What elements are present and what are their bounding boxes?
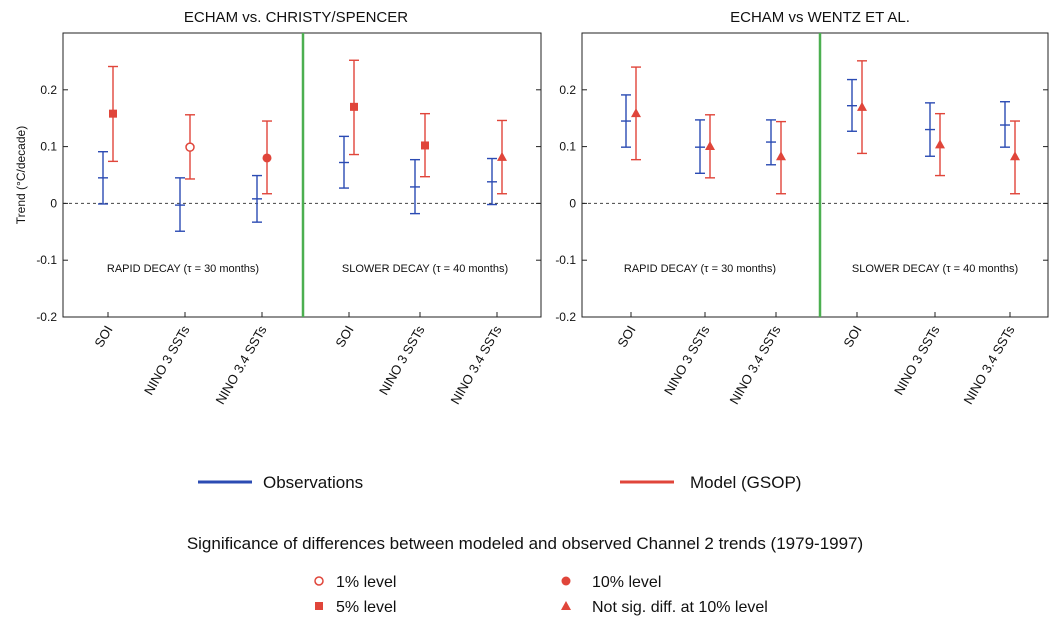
x-tick-label: NINO 3 SSTs xyxy=(376,323,428,398)
model-errorbar xyxy=(857,60,867,155)
model-errorbar xyxy=(349,59,359,156)
model-errorbar xyxy=(935,112,945,177)
group-label-slower: SLOWER DECAY (τ = 40 months) xyxy=(852,263,1018,275)
observation-errorbar xyxy=(252,174,262,223)
x-tick-label: NINO 3.4 SSTs xyxy=(727,323,784,407)
open-circle-marker xyxy=(185,142,195,152)
square-marker-icon xyxy=(315,602,323,610)
observation-errorbar xyxy=(487,157,497,206)
observation-errorbar xyxy=(621,94,631,148)
observation-errorbar xyxy=(695,119,705,174)
observation-errorbar xyxy=(925,102,935,157)
model-errorbar xyxy=(631,66,641,161)
y-tick-label: 0.1 xyxy=(559,140,576,154)
observation-errorbar xyxy=(339,135,349,189)
x-tick-label: SOI xyxy=(840,323,864,350)
triangle-marker xyxy=(705,141,715,151)
open-circle-marker-icon xyxy=(314,576,324,586)
y-tick-label: -0.2 xyxy=(555,310,576,324)
model-errorbar xyxy=(185,114,195,180)
group-label-rapid: RAPID DECAY (τ = 30 months) xyxy=(107,263,259,275)
triangle-marker xyxy=(1010,151,1020,161)
sig-5pct-label: 5% level xyxy=(336,599,396,616)
observation-errorbar xyxy=(410,158,420,215)
y-tick-label: -0.2 xyxy=(36,310,57,324)
square-marker xyxy=(350,102,358,111)
y-tick-label: 0 xyxy=(50,196,57,210)
x-tick-label: SOI xyxy=(332,323,356,350)
x-tick-label: NINO 3 SSTs xyxy=(141,323,193,398)
group-label-rapid: RAPID DECAY (τ = 30 months) xyxy=(624,263,776,275)
triangle-marker xyxy=(631,108,641,118)
panel-christy-spencer: ECHAM vs. CHRISTY/SPENCER Trend (°C/deca… xyxy=(14,9,542,407)
model-errorbar xyxy=(497,119,507,195)
circle-marker xyxy=(262,153,272,163)
triangle-marker xyxy=(776,151,786,161)
y-tick-label: -0.1 xyxy=(36,253,57,267)
x-tick-label: SOI xyxy=(614,323,638,350)
x-tick-label: SOI xyxy=(91,323,115,350)
model-errorbar xyxy=(420,112,430,178)
significance-key: Significance of differences between mode… xyxy=(187,534,863,616)
circle-marker-icon xyxy=(561,576,571,586)
square-marker xyxy=(109,109,117,118)
x-tick-label: NINO 3.4 SSTs xyxy=(961,323,1018,407)
panel-title: ECHAM vs WENTZ ET AL. xyxy=(730,9,910,26)
square-marker xyxy=(421,141,429,150)
group-label-slower: SLOWER DECAY (τ = 40 months) xyxy=(342,263,508,275)
y-tick-label: 0.2 xyxy=(40,83,57,97)
plot-frame xyxy=(581,32,1049,318)
significance-title: Significance of differences between mode… xyxy=(187,534,863,553)
model-errorbar xyxy=(705,114,715,179)
x-tick-label: NINO 3.4 SSTs xyxy=(213,323,270,407)
observation-errorbar xyxy=(1000,101,1010,148)
observation-errorbar xyxy=(175,177,185,232)
sig-10pct-label: 10% level xyxy=(592,574,661,591)
triangle-marker xyxy=(935,139,945,149)
triangle-marker-icon xyxy=(561,601,571,610)
sig-1pct-label: 1% level xyxy=(336,574,396,591)
y-tick-label: 0.2 xyxy=(559,83,576,97)
observation-errorbar xyxy=(847,78,857,132)
observation-errorbar xyxy=(766,119,776,166)
model-errorbar xyxy=(108,65,118,163)
observation-errorbar xyxy=(98,151,108,205)
model-errorbar xyxy=(1010,120,1020,195)
y-tick-label: 0 xyxy=(569,196,576,210)
y-tick-label: 0.1 xyxy=(40,140,57,154)
model-errorbar xyxy=(262,120,272,195)
model-errorbar xyxy=(776,120,786,195)
panel-title: ECHAM vs. CHRISTY/SPENCER xyxy=(184,9,408,26)
panel-wentz: ECHAM vs WENTZ ET AL. -0.2 -0.1 0 0.1 0.2 SOI… xyxy=(555,9,1049,407)
x-tick-label: NINO 3.4 SSTs xyxy=(448,323,505,407)
legend-observations-label: Observations xyxy=(263,473,363,492)
sig-not-diff-label: Not sig. diff. at 10% level xyxy=(592,599,768,616)
legend: Observations Model (GSOP) xyxy=(198,473,801,492)
y-axis-label: Trend (°C/decade) xyxy=(14,126,28,224)
x-tick-label: NINO 3 SSTs xyxy=(891,323,943,398)
y-tick-label: -0.1 xyxy=(555,253,576,267)
triangle-marker xyxy=(497,151,507,161)
legend-model-label: Model (GSOP) xyxy=(690,473,801,492)
triangle-marker xyxy=(857,101,867,111)
x-tick-label: NINO 3 SSTs xyxy=(661,323,713,398)
